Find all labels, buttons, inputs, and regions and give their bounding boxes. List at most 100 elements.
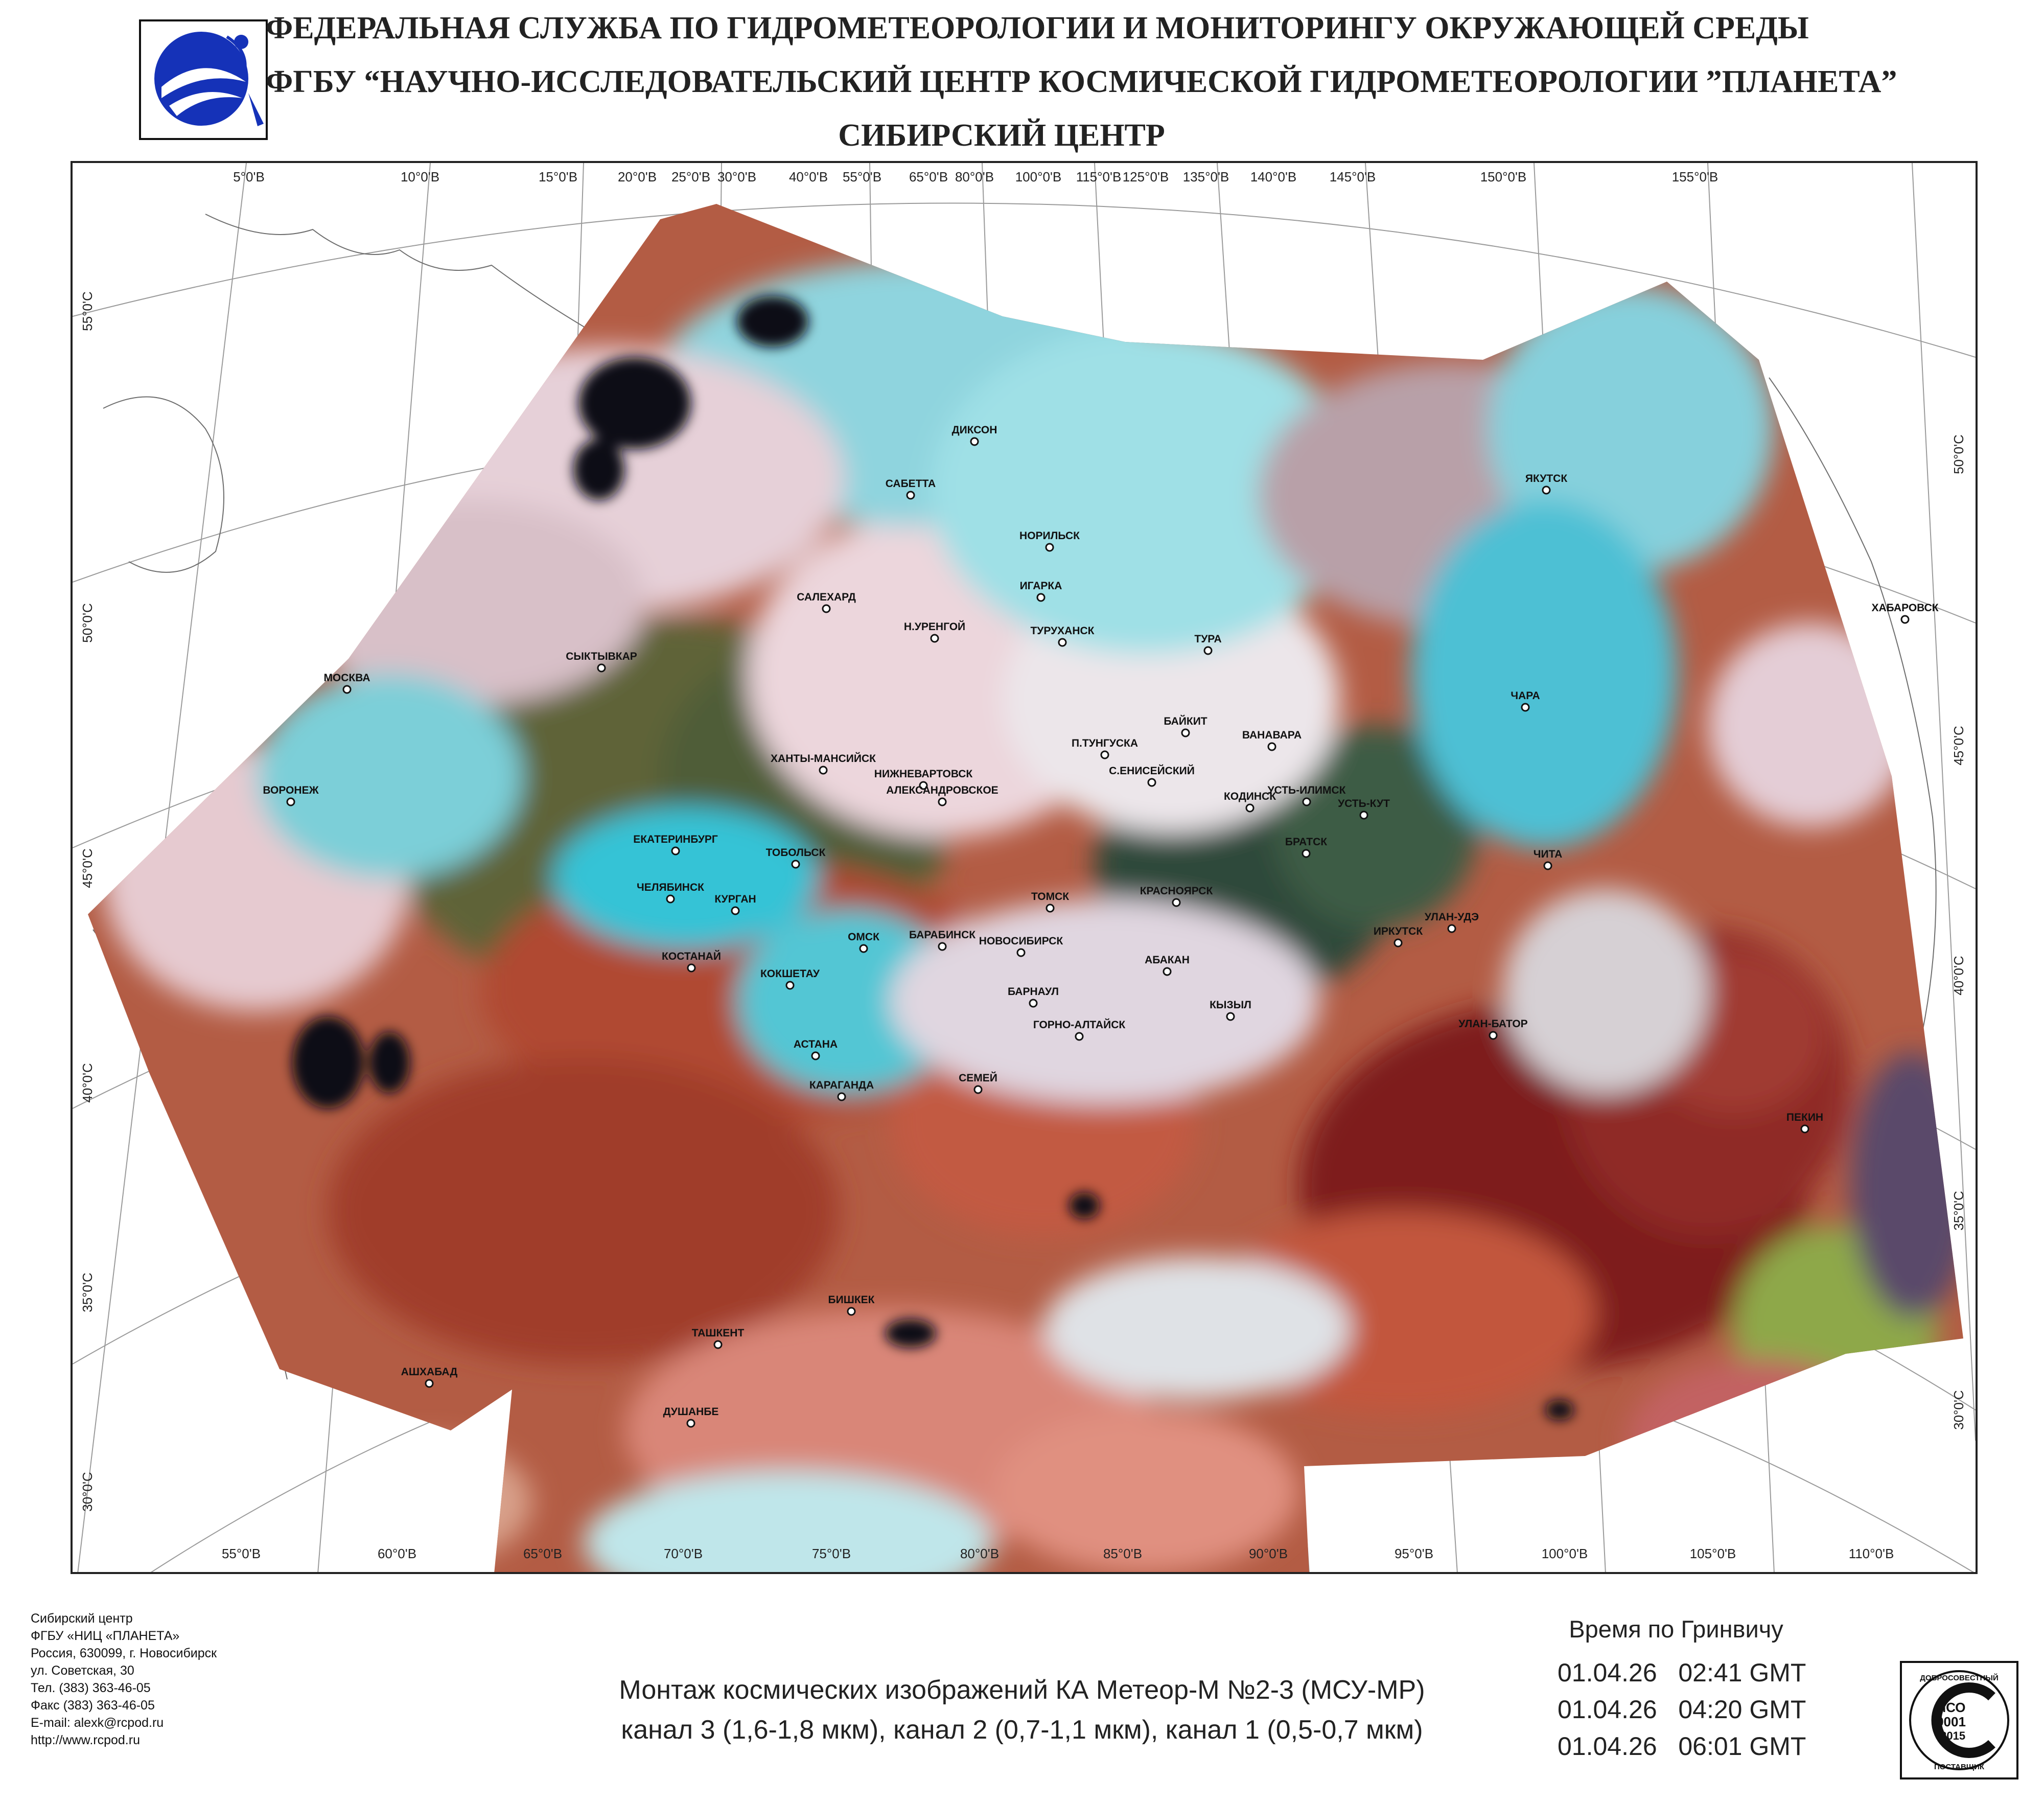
city-marker[interactable]: АЛЕКСАНДРОВСКОЕ (886, 784, 998, 806)
city-dot (847, 1307, 856, 1316)
city-marker[interactable]: УСТЬ-КУТ (1338, 798, 1390, 820)
city-marker[interactable]: КЫЗЫЛ (1210, 999, 1251, 1021)
city-marker[interactable]: УЛАН-БАТОР (1458, 1018, 1528, 1040)
top-tick-label: 65°0'В (909, 169, 948, 184)
address-line: ул. Советская, 30 (31, 1663, 134, 1678)
city-marker[interactable]: УЛАН-УДЭ (1425, 911, 1479, 933)
city-marker[interactable]: ИРКУТСК (1374, 926, 1423, 947)
city-marker[interactable]: ЧАРА (1511, 690, 1540, 712)
city-label: ТОБОЛЬСК (766, 847, 826, 859)
city-marker[interactable]: ТУРУХАНСК (1030, 625, 1095, 647)
city-marker[interactable]: ТОМСК (1031, 891, 1069, 913)
city-marker[interactable]: САЛЕХАРД (797, 591, 856, 613)
city-dot (837, 1092, 846, 1101)
address-line[interactable]: E-mail: alexk@rcpod.ru (31, 1716, 164, 1730)
city-dot (1100, 750, 1109, 759)
city-marker[interactable]: ВОРОНЕЖ (263, 784, 319, 806)
city-label: ДИКСОН (952, 424, 997, 436)
city-marker[interactable]: АСТАНА (794, 1038, 838, 1060)
address-line: Тел. (383) 363-46-05 (31, 1681, 151, 1695)
bottom-tick-label: 65°0'В (523, 1546, 562, 1561)
city-marker[interactable]: БАРНАУЛ (1008, 986, 1059, 1008)
city-marker[interactable]: БИШКЕК (828, 1294, 875, 1316)
city-label: КОКШЕТАУ (760, 968, 820, 980)
city-marker[interactable]: СЕМЕЙ (959, 1072, 997, 1094)
city-marker[interactable]: ХАБАРОВСК (1871, 602, 1939, 624)
city-marker[interactable]: ДУШАНБЕ (663, 1406, 719, 1428)
address-line: Сибирский центр (31, 1611, 133, 1626)
city-dot (791, 860, 800, 869)
top-tick-label: 125°0'В (1123, 169, 1169, 184)
iso-bottom-text: ПОСТАВЩИК (1934, 1763, 1985, 1771)
city-dot (1172, 898, 1181, 907)
city-marker[interactable]: ДИКСОН (952, 424, 997, 446)
city-marker[interactable]: ЯКУТСК (1525, 473, 1567, 495)
left-tick-label: 45°0'С (80, 848, 95, 888)
city-marker[interactable]: ТАШКЕНТ (692, 1327, 745, 1349)
city-label: НОРИЛЬСК (1019, 530, 1080, 542)
city-dot (1147, 778, 1156, 787)
city-marker[interactable]: ЧИТА (1534, 848, 1563, 870)
city-dot (286, 797, 295, 806)
city-marker[interactable]: ЧЕЛЯБИНСК (637, 882, 704, 904)
city-label: ЧЕЛЯБИНСК (637, 882, 704, 893)
city-marker[interactable]: КАРАГАНДА (809, 1079, 874, 1101)
bottom-tick-label: 80°0'В (960, 1546, 999, 1561)
city-marker[interactable]: НИЖНЕВАРТОВСК (874, 768, 973, 790)
top-tick-label: 25°0'В (671, 169, 710, 184)
time-row: 01.04.26 02:41 GMT (1533, 1654, 1819, 1691)
city-marker[interactable]: КОДИНСК (1224, 791, 1276, 813)
city-marker[interactable]: БАЙКИТ (1164, 715, 1207, 737)
city-label: КОДИНСК (1224, 791, 1276, 802)
city-label: УСТЬ-ИЛИМСК (1267, 784, 1345, 796)
city-marker[interactable]: ПЕКИН (1786, 1112, 1823, 1134)
city-marker[interactable]: ОМСК (848, 931, 879, 953)
city-marker[interactable]: НОВОСИБИРСК (979, 935, 1063, 957)
city-marker[interactable]: КРАСНОЯРСК (1140, 885, 1213, 907)
city-marker[interactable]: ВАНАВАРА (1242, 729, 1302, 751)
gmt-times: Время по Гринвичу 01.04.26 02:41 GMT 01.… (1533, 1615, 1819, 1765)
city-marker[interactable]: УСТЬ-ИЛИМСК (1267, 784, 1346, 806)
city-label: САБЕТТА (886, 478, 936, 490)
city-marker[interactable]: ТОБОЛЬСК (766, 847, 826, 869)
city-marker[interactable]: МОСКВА (323, 672, 370, 694)
city-marker[interactable]: АБАКАН (1145, 954, 1190, 976)
city-marker[interactable]: КОКШЕТАУ (760, 968, 820, 990)
city-marker[interactable]: СЫКТЫВКАР (566, 651, 637, 673)
city-marker[interactable]: НОРИЛЬСК (1019, 530, 1080, 552)
city-dot (671, 846, 680, 856)
city-marker[interactable]: АШХАБАД (401, 1366, 458, 1388)
city-dot (930, 634, 939, 643)
city-marker[interactable]: С.ЕНИСЕЙСКИЙ (1109, 765, 1195, 787)
city-marker[interactable]: ХАНТЫ-МАНСИЙСК (771, 752, 876, 775)
city-dot (970, 437, 979, 446)
city-marker[interactable]: КОСТАНАЙ (662, 950, 721, 973)
city-marker[interactable]: БАРАБИНСК (909, 929, 975, 951)
right-tick-label: 40°0'С (1951, 956, 1966, 996)
iso-l3: -2015 (1937, 1729, 1965, 1742)
city-marker[interactable]: КУРГАН (714, 893, 756, 915)
address-line[interactable]: http://www.rcpod.ru (31, 1733, 140, 1747)
city-marker[interactable]: ЕКАТЕРИНБУРГ (633, 834, 718, 856)
header-line-2: ФГБУ “НАУЧНО-ИССЛЕДОВАТЕЛЬСКИЙ ЦЕНТР КОС… (266, 64, 1897, 99)
city-marker[interactable]: Н.УРЕНГОЙ (904, 620, 965, 643)
satellite-map[interactable]: 5°0'В 10°0'В 15°0'В 20°0'В 25°0'В 30°0'В 40°0'… (71, 161, 1978, 1574)
city-marker[interactable]: САБЕТТА (886, 478, 936, 500)
city-marker[interactable]: П.ТУНГУСКА (1072, 737, 1138, 759)
city-label: НИЖНЕВАРТОВСК (874, 768, 973, 780)
top-tick-label: 100°0'В (1015, 169, 1062, 184)
time-row: 01.04.26 06:01 GMT (1533, 1728, 1819, 1765)
city-dot (938, 942, 947, 951)
time-date: 01.04.26 (1558, 1658, 1657, 1687)
city-dot (1036, 593, 1046, 602)
city-label: ТУРУХАНСК (1030, 625, 1094, 637)
city-marker[interactable]: ИГАРКА (1020, 580, 1062, 602)
city-dot (1447, 924, 1456, 933)
city-marker[interactable]: БРАТСК (1285, 836, 1327, 858)
left-tick-label: 50°0'С (80, 603, 95, 643)
city-marker[interactable]: ТУРА (1194, 633, 1222, 655)
city-label: ИРКУТСК (1374, 926, 1423, 937)
city-marker[interactable]: ГОРНО-АЛТАЙСК (1033, 1019, 1126, 1041)
time-title: Время по Гринвичу (1569, 1615, 1783, 1643)
city-label: С.ЕНИСЕЙСКИЙ (1109, 765, 1195, 777)
